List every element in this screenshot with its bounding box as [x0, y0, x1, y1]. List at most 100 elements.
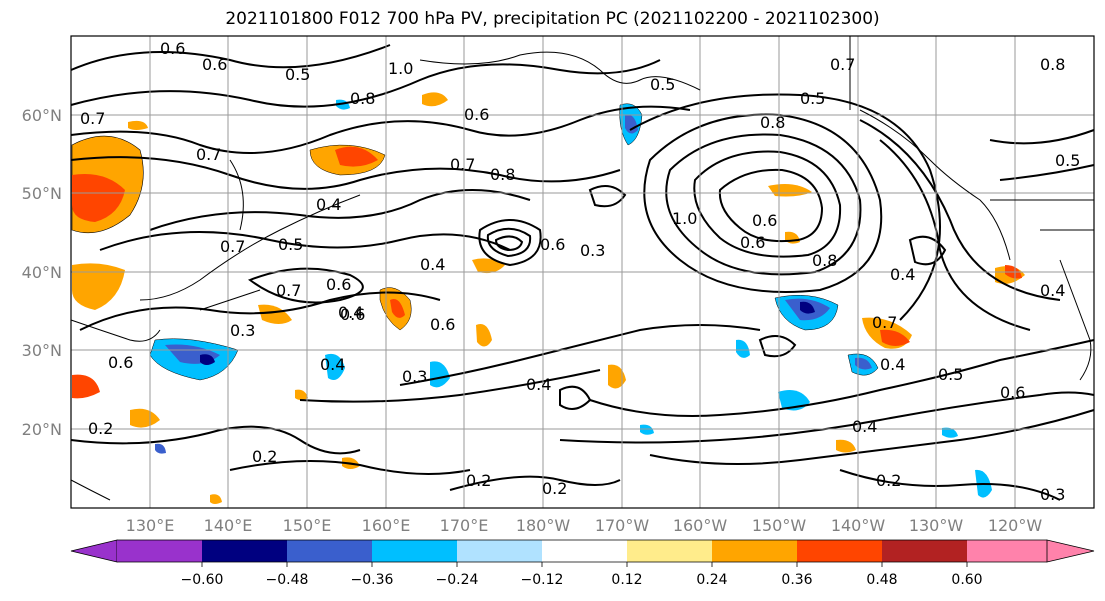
lon-label-140e: 140°E — [204, 516, 253, 535]
colorbar-segment — [542, 540, 627, 562]
pv-contours — [70, 44, 1095, 501]
lon-label-130e: 130°E — [126, 516, 175, 535]
colorbar-tick-label: 0.60 — [951, 572, 982, 588]
contour-label: 0.4 — [420, 255, 445, 274]
lon-label-150w: 150°W — [752, 516, 807, 535]
contour-label: 0.4 — [316, 195, 341, 214]
precip-fills — [71, 92, 1025, 504]
contour-label: 0.2 — [876, 471, 901, 490]
colorbar-tick-label: −0.60 — [181, 572, 224, 588]
contour-label: 0.8 — [760, 113, 785, 132]
lat-label-60n: 60°N — [22, 106, 62, 125]
contour-label: 0.6 — [340, 305, 365, 324]
colorbar-left-extend — [70, 539, 118, 563]
contour-label: 0.4 — [852, 417, 877, 436]
lat-label-40n: 40°N — [22, 263, 62, 282]
lon-label-180w: 180°W — [516, 516, 571, 535]
contour-label: 0.8 — [350, 89, 375, 108]
lat-label-20n: 20°N — [22, 420, 62, 439]
contour-label: 0.8 — [490, 165, 515, 184]
colorbar: −0.60 −0.48 −0.36 −0.24 −0.12 0.12 0.24 … — [70, 539, 1095, 588]
latitude-labels: 60°N 50°N 40°N 30°N 20°N — [22, 106, 62, 439]
contour-label: 0.7 — [196, 145, 221, 164]
lon-label-160e: 160°E — [362, 516, 411, 535]
contour-label: 0.7 — [872, 313, 897, 332]
lon-label-150e: 150°E — [283, 516, 332, 535]
contour-label: 0.6 — [108, 353, 133, 372]
contour-label: 0.7 — [80, 109, 105, 128]
contour-label: 0.3 — [580, 241, 605, 260]
colorbar-tick-label: −0.24 — [436, 572, 479, 588]
lat-label-50n: 50°N — [22, 184, 62, 203]
contour-label: 0.3 — [1040, 485, 1065, 504]
colorbar-segment — [627, 540, 712, 562]
contour-label: 0.5 — [800, 89, 825, 108]
colorbar-tick-label: 0.36 — [781, 572, 812, 588]
contour-label: 0.6 — [540, 235, 565, 254]
contour-label: 0.6 — [160, 39, 185, 58]
contour-label: 0.4 — [880, 355, 905, 374]
contour-label: 0.6 — [202, 55, 227, 74]
contour-label: 0.5 — [650, 75, 675, 94]
contour-label-group: 0.6 0.6 0.5 1.0 0.7 0.7 0.8 0.5 0.7 0.8 … — [80, 39, 1080, 504]
contour-label: 0.4 — [338, 303, 363, 322]
contour-label: 1.0 — [672, 209, 697, 228]
colorbar-segment — [372, 540, 457, 562]
contour-label: 0.6 — [326, 275, 351, 294]
colorbar-segment — [202, 540, 287, 562]
lon-label-130w: 130°W — [909, 516, 964, 535]
contour-label: 0.5 — [1055, 151, 1080, 170]
contour-label: 0.2 — [88, 419, 113, 438]
lon-label-170e: 170°E — [440, 516, 489, 535]
colorbar-tick-label: 0.24 — [696, 572, 727, 588]
colorbar-tick-label: −0.48 — [266, 572, 309, 588]
contour-label: 0.5 — [278, 235, 303, 254]
colorbar-right-extend — [1046, 539, 1095, 563]
contour-label: 0.2 — [252, 447, 277, 466]
contour-label: 0.6 — [430, 315, 455, 334]
contour-label: 0.2 — [466, 471, 491, 490]
contour-label: 0.8 — [812, 251, 837, 270]
contour-label: 0.6 — [1000, 383, 1025, 402]
colorbar-segment — [967, 540, 1047, 562]
contour-label: 0.7 — [830, 55, 855, 74]
graticule — [71, 36, 1094, 508]
contour-label: 0.3 — [402, 367, 427, 386]
lon-label-170w: 170°W — [595, 516, 650, 535]
colorbar-segment — [457, 540, 542, 562]
colorbar-segment — [882, 540, 967, 562]
lat-label-30n: 30°N — [22, 341, 62, 360]
contour-label: 0.6 — [740, 233, 765, 252]
colorbar-tick-label: 0.12 — [611, 572, 642, 588]
contour-label: 0.2 — [542, 479, 567, 498]
contour-label: 0.7 — [450, 155, 475, 174]
colorbar-segment — [117, 540, 202, 562]
contour-label: 0.5 — [938, 365, 963, 384]
contour-label: 0.5 — [285, 65, 310, 84]
contour-label: 0.8 — [1040, 55, 1065, 74]
colorbar-segment — [287, 540, 372, 562]
colorbar-segment — [797, 540, 882, 562]
contour-label: 0.4 — [320, 355, 345, 374]
contour-label: 0.4 — [1040, 281, 1065, 300]
map-frame — [70, 35, 1095, 509]
colorbar-segment — [712, 540, 797, 562]
lon-label-140w: 140°W — [831, 516, 886, 535]
contour-label: 0.7 — [220, 237, 245, 256]
colorbar-tick-label: 0.48 — [866, 572, 897, 588]
lon-label-160w: 160°W — [673, 516, 728, 535]
contour-label: 0.6 — [752, 211, 777, 230]
contour-label: 0.4 — [890, 265, 915, 284]
lon-label-120w: 120°W — [988, 516, 1043, 535]
colorbar-tick-label: −0.12 — [521, 572, 564, 588]
longitude-labels: 130°E 140°E 150°E 160°E 170°E 180°W 170°… — [126, 516, 1043, 535]
colorbar-tick-label: −0.36 — [351, 572, 394, 588]
coastlines — [70, 36, 1094, 501]
contour-label: 0.4 — [526, 375, 551, 394]
contour-label: 1.0 — [388, 59, 413, 78]
contour-label: 0.6 — [464, 105, 489, 124]
map-title: 2021101800 F012 700 hPa PV, precipitatio… — [225, 9, 880, 29]
contour-label: 0.7 — [276, 281, 301, 300]
contour-label: 0.3 — [230, 321, 255, 340]
